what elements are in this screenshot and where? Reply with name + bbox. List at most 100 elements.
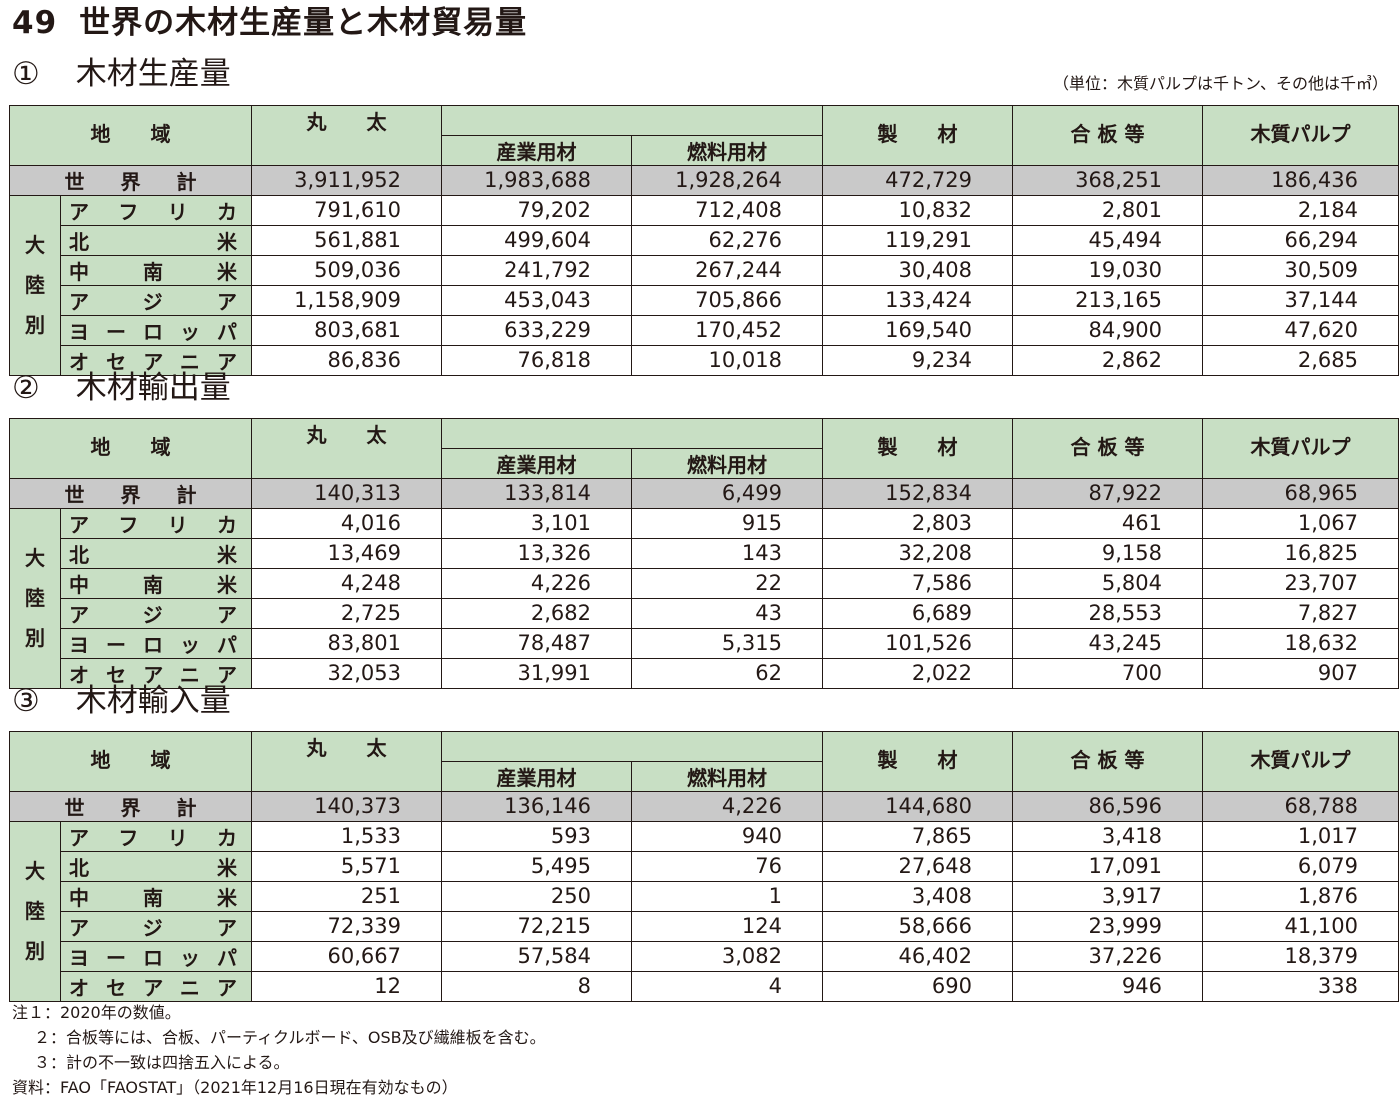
table-cell: 267,244 [631, 254, 823, 286]
header-pulp: 木質パルプ [1202, 418, 1399, 479]
table-cell: 124 [631, 910, 823, 942]
world-total-char: 界 [120, 795, 141, 820]
table-row: アジア 72,339 72,215 124 58,666 23,999 41,100 [10, 910, 1399, 942]
table-cell: 712,408 [631, 194, 823, 226]
region-name: ヨーロッパ [60, 940, 252, 972]
table-cell: 45,494 [1012, 224, 1203, 256]
section-title: ② 木材輸出量 [12, 368, 231, 408]
table-cell: 23,999 [1012, 910, 1203, 942]
header-sawn: 製 材 [822, 731, 1013, 792]
table-cell: 1,067 [1202, 507, 1399, 539]
world-total-value: 368,251 [1012, 164, 1203, 196]
header-plywood: 合 板 等 [1012, 731, 1203, 792]
header-region: 地 域 [9, 418, 252, 479]
table-cell: 509,036 [251, 254, 442, 286]
note-1: 注１：2020年の数値。 [12, 1003, 181, 1022]
continent-side-char: 別 [25, 626, 45, 650]
table-cell: 3,082 [631, 940, 823, 972]
table-cell: 12 [251, 970, 442, 1002]
table-cell: 5,495 [441, 850, 632, 882]
world-total-row: 世 界 計 3,911,952 1,983,688 1,928,264 472,729 368… [9, 164, 1399, 196]
header-industrial: 産業用材 [441, 134, 632, 166]
table-cell: 6,689 [822, 597, 1013, 629]
header-plywood: 合 板 等 [1012, 105, 1203, 166]
header-region: 地 域 [9, 105, 252, 166]
world-total-value: 68,965 [1202, 477, 1399, 509]
table-cell: 169,540 [822, 314, 1013, 346]
table-row: ヨーロッパ 83,801 78,487 5,315 101,526 43,245 18,63… [10, 627, 1399, 659]
table-cell: 3,408 [822, 880, 1013, 912]
world-total-value: 3,911,952 [251, 164, 442, 196]
world-total-value: 1,928,264 [631, 164, 823, 196]
table-cell: 213,165 [1012, 284, 1203, 316]
table-cell: 79,202 [441, 194, 632, 226]
header-logs-lower [251, 448, 442, 479]
table-cell: 1,533 [251, 820, 442, 852]
table-cell: 338 [1202, 970, 1399, 1002]
section-title-text: 木材輸出量 [75, 370, 231, 406]
header-logs-spacer [441, 418, 823, 449]
world-total-value: 152,834 [822, 477, 1013, 509]
world-total-label: 世界計 [9, 477, 252, 509]
table-cell: 453,043 [441, 284, 632, 316]
table-row: 北米 5,571 5,495 76 27,648 17,091 6,079 [10, 850, 1399, 882]
table-row: 北米 561,881 499,604 62,276 119,291 45,494 66,29… [10, 224, 1399, 256]
world-total-char: 計 [176, 169, 197, 194]
page-title-text: 世界の木材生産量と木材貿易量 [79, 5, 528, 41]
table-row: 中南米 251 250 1 3,408 3,917 1,876 [10, 880, 1399, 912]
section-title: ③ 木材輸入量 [12, 681, 231, 721]
note-2: ２：合板等には、合板、パーティクルボード、OSB及び繊維板を含む。 [34, 1028, 546, 1047]
table-cell: 9,234 [822, 344, 1013, 376]
table-row: オセアニア 12 8 4 690 946 338 [10, 970, 1399, 1002]
table-cell: 19,030 [1012, 254, 1203, 286]
world-total-char: 世 [64, 169, 85, 194]
world-total-char: 計 [176, 482, 197, 507]
table-row: 大陸別アフリカ 4,016 3,101 915 2,803 461 1,067 [9, 507, 1399, 689]
region-name: 中南米 [60, 880, 252, 912]
world-total-value: 144,680 [822, 790, 1013, 822]
table-cell: 170,452 [631, 314, 823, 346]
table-cell: 705,866 [631, 284, 823, 316]
table-cell: 62,276 [631, 224, 823, 256]
continent-side-label: 大陸別 [9, 194, 61, 376]
data-table: 地 域丸 太製 材合 板 等木質パルプ 産業用材 燃料用材世界計 3,911,952 1… [9, 105, 1399, 376]
continent-side-char: 別 [25, 939, 45, 963]
header-fuel: 燃料用材 [631, 447, 823, 479]
world-total-label: 世界計 [9, 790, 252, 822]
table-cell: 66,294 [1202, 224, 1399, 256]
section-title-text: 木材輸入量 [75, 683, 231, 719]
table-cell: 76,818 [441, 344, 632, 376]
table-row: 中南米 4,248 4,226 22 7,586 5,804 23,707 [10, 567, 1399, 599]
table-cell: 143 [631, 537, 823, 569]
table-cell: 101,526 [822, 627, 1013, 659]
table-cell: 37,226 [1012, 940, 1203, 972]
table-cell: 119,291 [822, 224, 1013, 256]
table-cell: 23,707 [1202, 567, 1399, 599]
table-cell: 940 [631, 820, 823, 852]
table-cell: 2,682 [441, 597, 632, 629]
table-cell: 2,022 [822, 657, 1013, 689]
header-logs: 丸 太 [251, 418, 442, 448]
world-total-value: 186,436 [1202, 164, 1399, 196]
region-name: ヨーロッパ [60, 627, 252, 659]
header-sawn: 製 材 [822, 105, 1013, 166]
section-number: ② [12, 370, 40, 406]
world-total-value: 6,499 [631, 477, 823, 509]
table-row: 中南米 509,036 241,792 267,244 30,408 19,030 30,5… [10, 254, 1399, 286]
table-cell: 41,100 [1202, 910, 1399, 942]
table-cell: 58,666 [822, 910, 1013, 942]
table-cell: 10,018 [631, 344, 823, 376]
table-cell: 17,091 [1012, 850, 1203, 882]
header-industrial: 産業用材 [441, 447, 632, 479]
header-row: 地 域丸 太 製 材合 板 等木質パルプ [9, 105, 1399, 166]
world-total-row: 世 界 計 140,373 136,146 4,226 144,680 86,596 68,78… [9, 790, 1399, 822]
region-name: アフリカ [60, 507, 252, 539]
subheader-row: 産業用材 燃料用材 [10, 760, 1399, 792]
table-cell: 1,017 [1202, 820, 1399, 852]
table-cell: 4 [631, 970, 823, 1002]
table-cell: 13,326 [441, 537, 632, 569]
table-cell: 3,101 [441, 507, 632, 539]
table-cell: 57,584 [441, 940, 632, 972]
header-logs-lower [251, 135, 442, 166]
table-cell: 8 [441, 970, 632, 1002]
